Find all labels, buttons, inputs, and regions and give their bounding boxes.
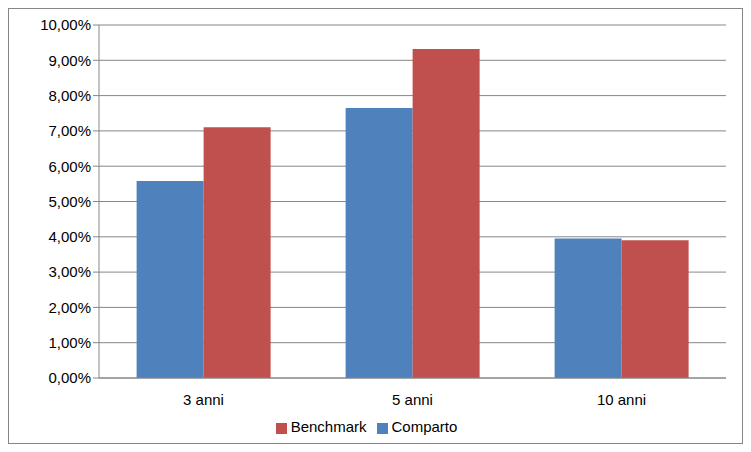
svg-text:0,00%: 0,00% <box>48 369 91 386</box>
svg-text:5,00%: 5,00% <box>48 193 91 210</box>
svg-text:1,00%: 1,00% <box>48 334 91 351</box>
html-text:Benchmark: Benchmark <box>290 418 367 435</box>
svg-text:5 anni: 5 anni <box>392 391 433 408</box>
svg-text:2,00%: 2,00% <box>48 299 91 316</box>
svg-text:10 anni: 10 anni <box>597 391 646 408</box>
svg-text:6,00%: 6,00% <box>48 158 91 175</box>
html-text:Comparto: Comparto <box>391 418 458 435</box>
svg-text:3,00%: 3,00% <box>48 263 91 280</box>
svg-text:8,00%: 8,00% <box>48 87 91 104</box>
svg-text:3 anni: 3 anni <box>183 391 224 408</box>
svg-text:4,00%: 4,00% <box>48 228 91 245</box>
svg-text:10,00%: 10,00% <box>40 16 91 33</box>
svg-text:9,00%: 9,00% <box>48 52 91 69</box>
svg-text:7,00%: 7,00% <box>48 122 91 139</box>
